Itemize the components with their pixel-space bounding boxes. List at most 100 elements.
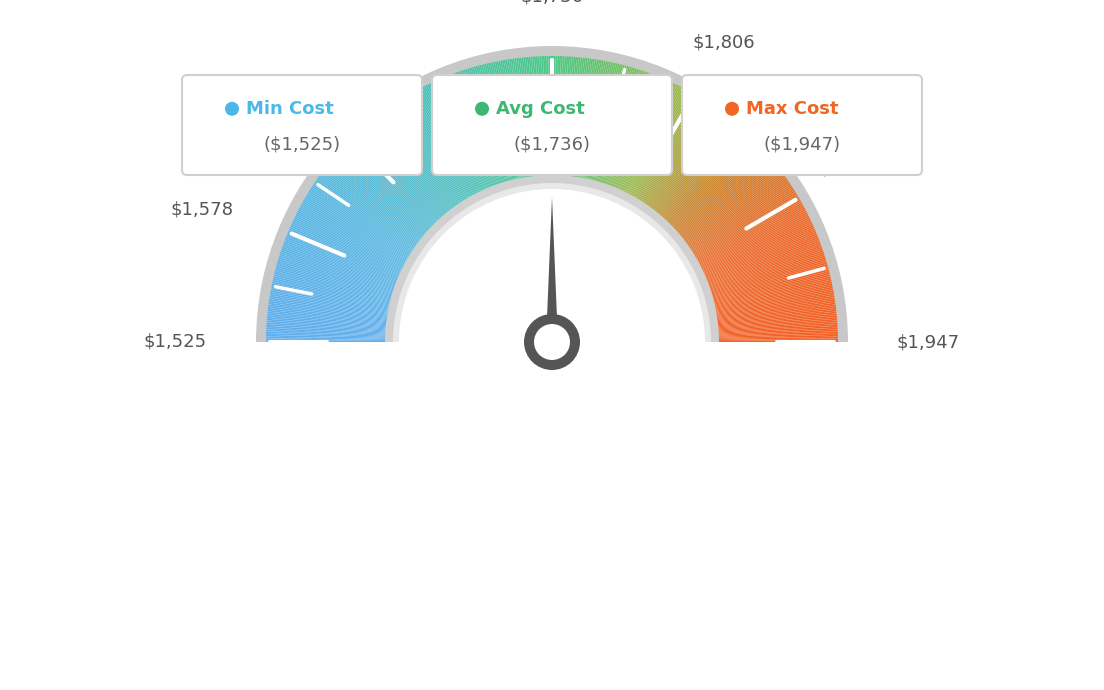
Wedge shape (277, 247, 396, 289)
Wedge shape (669, 137, 758, 226)
Wedge shape (373, 113, 450, 213)
Wedge shape (359, 124, 443, 219)
Wedge shape (463, 66, 502, 185)
Wedge shape (294, 208, 405, 267)
Wedge shape (287, 224, 402, 275)
Wedge shape (699, 210, 811, 268)
Wedge shape (305, 190, 412, 256)
Wedge shape (716, 324, 841, 333)
Wedge shape (686, 173, 788, 247)
Wedge shape (601, 65, 640, 185)
Wedge shape (586, 58, 614, 181)
Wedge shape (713, 279, 836, 307)
Wedge shape (716, 318, 841, 330)
Wedge shape (689, 179, 793, 250)
Wedge shape (335, 149, 429, 233)
Wedge shape (683, 167, 785, 244)
Wedge shape (574, 55, 592, 179)
Wedge shape (383, 106, 457, 208)
Wedge shape (435, 76, 487, 191)
Wedge shape (566, 53, 580, 178)
Wedge shape (637, 93, 703, 201)
Wedge shape (700, 212, 813, 269)
Wedge shape (654, 113, 731, 213)
Wedge shape (716, 315, 841, 328)
Wedge shape (644, 101, 715, 206)
Wedge shape (534, 52, 543, 177)
Wedge shape (509, 55, 528, 179)
Wedge shape (692, 190, 799, 256)
Wedge shape (503, 56, 526, 179)
Circle shape (534, 324, 570, 360)
Wedge shape (595, 62, 629, 183)
Wedge shape (593, 61, 626, 182)
Wedge shape (442, 73, 490, 189)
Wedge shape (266, 295, 390, 316)
Wedge shape (395, 97, 464, 204)
Wedge shape (577, 56, 599, 179)
Wedge shape (516, 54, 532, 178)
Wedge shape (268, 281, 391, 308)
Wedge shape (611, 71, 657, 188)
Wedge shape (333, 150, 428, 234)
Wedge shape (665, 130, 752, 222)
Wedge shape (351, 132, 438, 223)
Wedge shape (299, 197, 408, 261)
Wedge shape (431, 78, 484, 193)
Wedge shape (703, 227, 819, 277)
Wedge shape (448, 70, 495, 188)
Bar (212, 342, 892, 642)
Wedge shape (350, 133, 437, 224)
Wedge shape (558, 52, 563, 177)
Wedge shape (702, 220, 816, 274)
Wedge shape (330, 155, 426, 236)
Wedge shape (650, 110, 726, 210)
Wedge shape (682, 164, 783, 242)
Wedge shape (414, 86, 475, 197)
Wedge shape (425, 80, 481, 194)
Wedge shape (280, 239, 397, 284)
Wedge shape (636, 92, 701, 201)
Wedge shape (689, 181, 794, 251)
Wedge shape (263, 329, 388, 336)
Wedge shape (608, 69, 652, 187)
Wedge shape (263, 324, 388, 333)
Wedge shape (347, 136, 436, 226)
Wedge shape (705, 235, 822, 282)
Wedge shape (262, 333, 388, 338)
Wedge shape (264, 311, 388, 326)
Wedge shape (282, 235, 399, 282)
Wedge shape (676, 150, 771, 234)
Wedge shape (391, 100, 461, 205)
Wedge shape (712, 268, 832, 301)
Wedge shape (308, 184, 414, 253)
Wedge shape (407, 90, 470, 199)
Wedge shape (550, 52, 552, 177)
Wedge shape (698, 207, 809, 266)
Wedge shape (614, 73, 662, 189)
Wedge shape (562, 52, 572, 177)
Wedge shape (331, 153, 427, 235)
Wedge shape (671, 142, 763, 229)
Wedge shape (265, 299, 389, 318)
Wedge shape (630, 87, 692, 197)
Wedge shape (713, 281, 836, 308)
Wedge shape (704, 230, 820, 279)
Wedge shape (270, 270, 392, 302)
Wedge shape (329, 156, 425, 237)
Wedge shape (705, 233, 821, 282)
Wedge shape (267, 284, 391, 310)
Wedge shape (396, 96, 465, 203)
Wedge shape (322, 163, 422, 241)
Wedge shape (699, 208, 810, 267)
Wedge shape (708, 246, 826, 288)
Wedge shape (712, 272, 834, 303)
Wedge shape (256, 46, 848, 342)
Wedge shape (691, 186, 798, 255)
Wedge shape (708, 244, 826, 287)
Wedge shape (602, 66, 641, 185)
Wedge shape (628, 84, 687, 196)
Wedge shape (321, 164, 422, 242)
Wedge shape (267, 288, 390, 312)
Wedge shape (369, 116, 448, 214)
